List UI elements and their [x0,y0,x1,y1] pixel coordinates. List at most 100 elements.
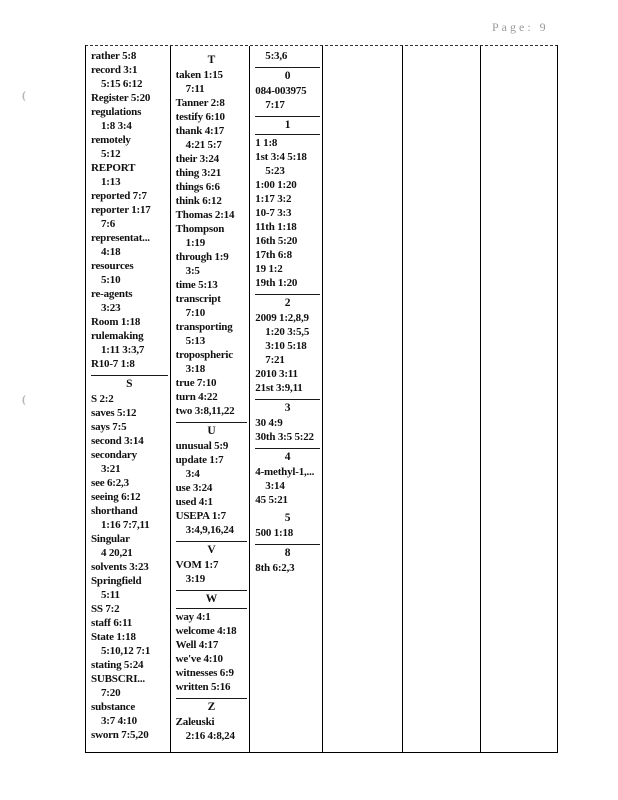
section-rule [91,375,168,376]
entry-word-refs: rather 5:8 [91,50,137,62]
entry-word-refs: Thomas 2:14 [175,209,235,221]
scan-artifact: ( [22,392,26,406]
index-entry: testify 6:10 [176,110,248,124]
index-entry: reporter 1:17 7:6 [91,203,168,231]
entry-word-refs: 2009 1:2,8,9 [255,312,309,324]
section-header: 0 [255,67,320,83]
index-entry: used 4:1 [176,495,248,509]
entry-word-refs: 1st 3:4 5:18 [255,151,307,163]
index-entry: Zaleuski 2:16 4:8,24 [176,715,248,743]
entry-continuation: 7:6 [101,218,116,230]
index-entry: Singular 4 20,21 [91,532,168,560]
section-letter: V [207,544,216,556]
entry-word-refs: S 2:2 [91,393,114,405]
section-rule [255,544,320,545]
entry-word-refs: 16th 5:20 [255,235,298,247]
entry-continuation: 5:10 [101,274,121,286]
section-rule [175,590,248,591]
index-entry: 1:17 3:2 [255,192,320,206]
section-rule [255,399,320,400]
entry-continuation: 4 20,21 [101,547,133,559]
entry-word-refs: Room 1:18 [91,316,141,328]
entry-word-refs: witnesses 6:9 [175,667,234,679]
index-entry: USEPA 1:7 3:4,9,16,24 [176,509,248,537]
index-table: rather 5:8 record 3:1 5:15 6:12 Register 5:… [85,45,558,753]
page-number: Page: 9 [492,20,549,34]
section-letter: 4 [284,451,291,463]
index-entry: two 3:8,11,22 [176,404,248,418]
entry-continuation: 1:16 7:7,11 [101,519,150,531]
index-entry: regulations 1:8 3:4 [91,105,168,133]
index-column-col-r-s: rather 5:8 record 3:1 5:15 6:12 Register 5:… [86,46,171,752]
entry-continuation: 7:10 [185,307,206,319]
section-letter: Z [207,701,216,713]
entry-word-refs: remotely [91,134,131,146]
section-letter: 5 [284,512,291,524]
index-entry: representat... 4:18 [91,231,168,259]
index-entry: update 1:7 3:4 [176,453,248,481]
entry-continuation: 3:4 [185,468,200,480]
index-entry: rather 5:8 [91,49,168,63]
entry-word-refs: 17th 6:8 [255,249,292,261]
section-header: T [176,53,248,67]
section-header: 8 [255,544,320,560]
index-entry: second 3:14 [91,434,168,448]
section-letter: U [207,425,216,437]
index-entry: Well 4:17 [176,638,248,652]
index-entry: says 7:5 [91,420,168,434]
entry-continuation: 7:21 [265,354,285,366]
section-header: V [175,541,248,557]
entry-word-refs: shorthand [91,505,138,517]
entry-word-refs: secondary [91,449,137,461]
index-entry: secondary 3:21 [91,448,168,476]
entry-continuation: 3:7 4:10 [101,715,137,727]
entry-word-refs: 1:17 3:2 [255,193,292,205]
entry-continuation: 2:16 4:8,24 [185,730,235,742]
entry-word-refs: 1:00 1:20 [255,179,297,191]
index-entry: resources 5:10 [91,259,168,287]
index-column-col-empty-3 [481,46,557,752]
index-entry: taken 1:15 7:11 [176,68,248,96]
entry-word-refs: saves 5:12 [91,407,137,419]
entry-word-refs: USEPA 1:7 [175,510,226,522]
entry-word-refs: 2010 3:11 [255,368,298,380]
entry-word-refs: substance [91,701,136,713]
section-letter: 8 [284,547,291,559]
entry-word-refs: record 3:1 [91,64,138,76]
index-entry: Tanner 2:8 [176,96,248,110]
entry-word-refs: SUBSCRI... [91,673,145,685]
entry-word-refs: 1 1:8 [255,137,278,149]
section-rule [255,116,320,117]
entry-word-refs: their 3:24 [175,153,220,165]
entry-word-refs: through 1:9 [175,251,229,263]
index-entry: solvents 3:23 [91,560,168,574]
index-entry: SS 7:2 [91,602,168,616]
entry-continuation: 5:12 [101,148,121,160]
index-entry: record 3:1 5:15 6:12 [91,63,168,91]
entry-word-refs: testify 6:10 [175,111,225,123]
index-entry: stating 5:24 [91,658,168,672]
index-entry: welcome 4:18 [176,624,248,638]
entry-word-refs: Register 5:20 [91,92,151,104]
entry-continuation: 4:21 5:7 [185,139,222,151]
section-header: 2 [255,294,320,310]
index-entry: Register 5:20 [91,91,168,105]
entry-word-refs: 8th 6:2,3 [255,562,295,574]
entry-continuation: 5:13 [185,335,206,347]
index-entry: tropospheric 3:18 [176,348,248,376]
index-entry: think 6:12 [176,194,248,208]
index-entry: 19th 1:20 [255,276,320,290]
entry-word-refs: 30th 3:5 5:22 [255,431,314,443]
entry-word-refs: true 7:10 [175,377,217,389]
entry-continuation: 3:4,9,16,24 [185,524,234,536]
scan-artifact: ( [22,88,26,102]
entry-word-refs: used 4:1 [175,496,213,508]
entry-word-refs: transporting [175,321,233,333]
index-entry: substance 3:7 4:10 [91,700,168,728]
entry-word-refs: Thompson [175,223,225,235]
index-entry: 2009 1:2,8,9 1:20 3:5,5 3:10 5:18 7:21 [255,311,320,367]
index-entry: Room 1:18 [91,315,168,329]
entry-continuation: 7:20 [101,687,121,699]
